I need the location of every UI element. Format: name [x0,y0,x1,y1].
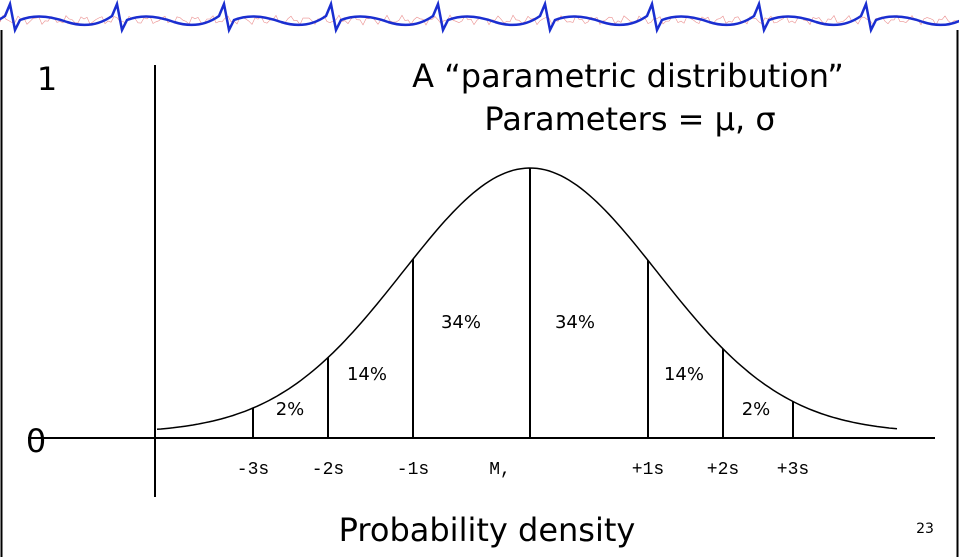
region-percent: 34% [555,312,595,333]
region-percent: 34% [441,312,481,333]
x-label: -3s [237,460,269,480]
y-top-label: 1 [37,60,57,98]
page-number: 23 [916,521,934,537]
x-label: M, [489,460,511,480]
region-percent: 14% [664,364,704,385]
curve-line [156,167,898,431]
x-label: -2s [312,460,344,480]
x-label: +2s [707,460,739,480]
region-percent: 2% [276,399,305,420]
title: A “parametric distribution” [412,57,844,95]
caption: Probability density [339,511,636,549]
y-bottom-label: 0 [26,422,46,460]
x-label: -1s [397,460,429,480]
x-label: +1s [632,460,664,480]
ecg-strip [0,0,959,34]
bell-curve [156,167,898,438]
subtitle: Parameters = μ, σ [484,100,775,138]
region-percent: 2% [742,399,771,420]
ecg-wave [0,0,959,34]
x-label: +3s [777,460,809,480]
ecg-noise [0,14,958,26]
region-percent: 14% [347,364,387,385]
